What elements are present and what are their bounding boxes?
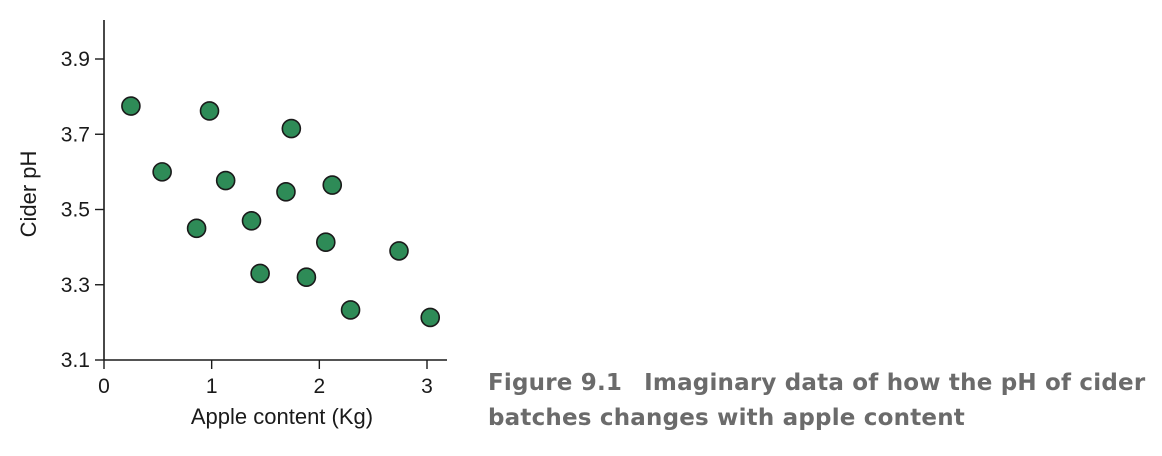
data-point — [420, 307, 441, 328]
data-point — [152, 162, 172, 182]
data-point — [315, 232, 336, 253]
data-point — [281, 118, 302, 139]
data-point — [389, 241, 409, 261]
y-tick-label: 3.9 — [61, 48, 90, 71]
data-points — [121, 96, 441, 328]
y-tick-label: 3.7 — [61, 123, 90, 146]
data-point — [340, 300, 361, 320]
x-tick-label: 0 — [98, 375, 110, 398]
x-axis-title: Apple content (Kg) — [191, 404, 373, 429]
data-point — [250, 263, 270, 284]
y-tick-label: 3.5 — [61, 199, 90, 222]
data-point — [215, 170, 236, 191]
caption-text: Imaginary data of how the pH of cider ba… — [488, 370, 1146, 431]
x-tick-label: 3 — [421, 375, 433, 398]
y-axis-title: Cider pH — [16, 151, 41, 238]
figure-caption: Figure 9.1 Imaginary data of how the pH o… — [488, 366, 1148, 436]
data-point — [186, 218, 207, 239]
y-tick-label: 3.3 — [61, 274, 90, 297]
figure-number: Figure 9.1 — [488, 370, 623, 396]
data-point — [199, 101, 220, 121]
data-point — [296, 267, 317, 288]
axes — [103, 20, 447, 361]
x-tick-label: 1 — [206, 375, 218, 398]
data-point — [121, 96, 141, 116]
data-point — [322, 175, 343, 195]
ticks: 3.1 3.3 3.5 3.7 3.9 0 1 2 3 — [61, 48, 433, 398]
data-point — [276, 182, 296, 202]
data-point — [241, 210, 262, 231]
y-tick-label: 3.1 — [61, 349, 90, 372]
x-tick-label: 2 — [313, 375, 325, 398]
scatter-chart: 3.1 3.3 3.5 3.7 3.9 0 1 2 3 Apple content (Kg) C… — [16, 20, 447, 429]
